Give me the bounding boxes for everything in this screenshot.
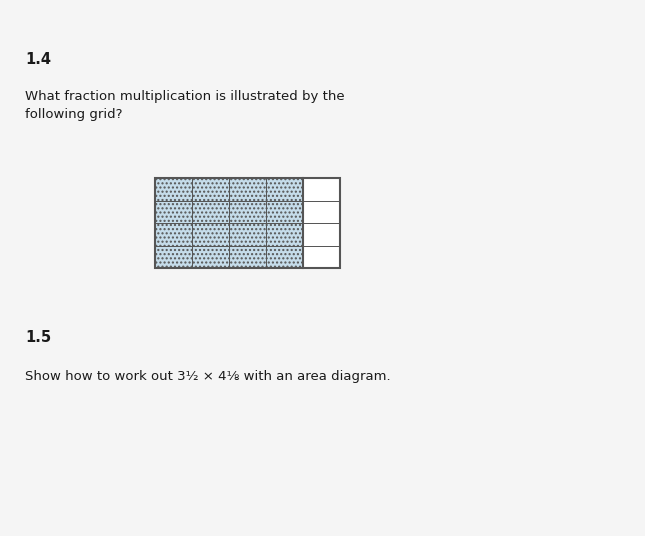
Bar xyxy=(192,245,229,268)
Bar xyxy=(229,245,266,268)
Bar xyxy=(155,223,192,245)
Bar xyxy=(192,178,229,200)
Bar xyxy=(229,178,266,200)
Bar xyxy=(303,200,340,223)
Bar xyxy=(266,178,303,200)
Bar xyxy=(303,178,340,200)
Text: 1.4: 1.4 xyxy=(25,52,51,67)
Bar xyxy=(266,200,303,223)
Bar xyxy=(155,178,340,268)
Text: 1.5: 1.5 xyxy=(25,330,51,345)
Bar xyxy=(303,223,340,245)
Bar xyxy=(155,245,192,268)
Bar xyxy=(192,200,229,223)
Bar xyxy=(155,178,192,200)
Text: What fraction multiplication is illustrated by the
following grid?: What fraction multiplication is illustra… xyxy=(25,90,344,121)
Bar xyxy=(192,223,229,245)
Bar xyxy=(155,200,192,223)
Bar xyxy=(266,223,303,245)
Bar xyxy=(229,223,266,245)
Bar xyxy=(303,245,340,268)
Bar xyxy=(266,245,303,268)
Bar xyxy=(229,200,266,223)
Text: Show how to work out 3½ × 4⅛ with an area diagram.: Show how to work out 3½ × 4⅛ with an are… xyxy=(25,370,391,383)
